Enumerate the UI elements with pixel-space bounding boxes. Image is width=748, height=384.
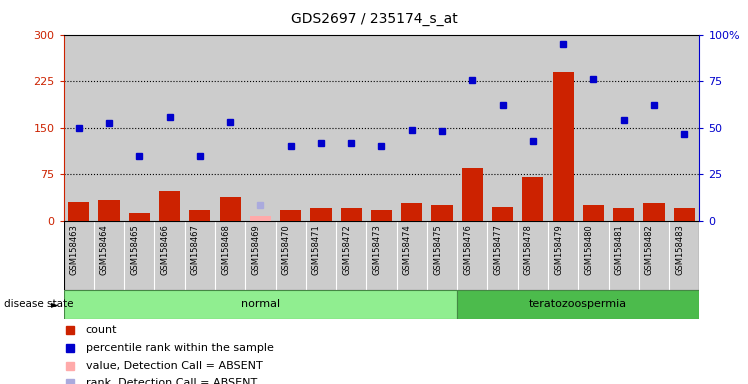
Bar <box>129 213 150 221</box>
Text: GSM158464: GSM158464 <box>100 224 109 275</box>
Bar <box>64 35 94 221</box>
Bar <box>609 35 639 221</box>
Bar <box>427 35 457 221</box>
Bar <box>275 35 306 221</box>
Text: percentile rank within the sample: percentile rank within the sample <box>86 343 274 353</box>
Bar <box>64 290 457 319</box>
Text: GSM158477: GSM158477 <box>494 224 503 275</box>
Bar <box>306 35 336 221</box>
Text: GSM158468: GSM158468 <box>221 224 230 275</box>
Bar <box>518 35 548 221</box>
Bar <box>124 35 154 221</box>
Bar <box>583 205 604 221</box>
Text: GSM158465: GSM158465 <box>130 224 139 275</box>
Text: GSM158480: GSM158480 <box>584 224 593 275</box>
Bar <box>185 35 215 221</box>
Bar <box>94 35 124 221</box>
Bar <box>462 168 483 221</box>
Bar <box>613 209 634 221</box>
Text: teratozoospermia: teratozoospermia <box>530 299 628 310</box>
Text: GSM158469: GSM158469 <box>251 224 260 275</box>
Bar <box>215 35 245 221</box>
Bar <box>578 35 609 221</box>
Bar <box>245 35 275 221</box>
Bar <box>674 209 695 221</box>
Text: ►: ► <box>51 299 58 310</box>
Bar <box>159 191 180 221</box>
Text: GDS2697 / 235174_s_at: GDS2697 / 235174_s_at <box>291 12 457 25</box>
Bar <box>280 210 301 221</box>
Bar <box>68 202 89 221</box>
Bar <box>367 35 396 221</box>
Text: disease state: disease state <box>4 299 73 310</box>
Bar <box>522 177 544 221</box>
Bar <box>371 210 392 221</box>
Bar <box>548 35 578 221</box>
Text: GSM158463: GSM158463 <box>70 224 79 275</box>
Text: GSM158476: GSM158476 <box>463 224 472 275</box>
Text: GSM158478: GSM158478 <box>524 224 533 275</box>
Bar <box>99 200 120 221</box>
Bar <box>336 35 367 221</box>
Text: GSM158475: GSM158475 <box>433 224 442 275</box>
Text: GSM158481: GSM158481 <box>615 224 624 275</box>
Bar <box>553 72 574 221</box>
Bar <box>492 207 513 221</box>
Text: GSM158482: GSM158482 <box>645 224 654 275</box>
Text: GSM158474: GSM158474 <box>402 224 411 275</box>
Text: value, Detection Call = ABSENT: value, Detection Call = ABSENT <box>86 361 263 371</box>
Bar <box>457 35 488 221</box>
Text: GSM158467: GSM158467 <box>191 224 200 275</box>
Bar <box>396 35 427 221</box>
Text: count: count <box>86 326 117 336</box>
Text: GSM158470: GSM158470 <box>282 224 291 275</box>
Text: GSM158473: GSM158473 <box>373 224 381 275</box>
Bar <box>250 216 271 221</box>
Text: normal: normal <box>241 299 280 310</box>
Text: GSM158483: GSM158483 <box>675 224 684 275</box>
Text: GSM158479: GSM158479 <box>554 224 563 275</box>
Text: GSM158466: GSM158466 <box>161 224 170 275</box>
Bar <box>401 204 423 221</box>
Bar <box>219 197 241 221</box>
Bar <box>154 35 185 221</box>
Bar <box>669 35 699 221</box>
Bar <box>189 210 210 221</box>
Bar <box>340 209 362 221</box>
Text: rank, Detection Call = ABSENT: rank, Detection Call = ABSENT <box>86 378 257 384</box>
Text: GSM158471: GSM158471 <box>312 224 321 275</box>
Bar <box>310 209 331 221</box>
Bar <box>488 35 518 221</box>
Text: GSM158472: GSM158472 <box>342 224 352 275</box>
Bar <box>432 205 453 221</box>
Bar <box>639 35 669 221</box>
Bar <box>457 290 699 319</box>
Bar <box>643 204 664 221</box>
